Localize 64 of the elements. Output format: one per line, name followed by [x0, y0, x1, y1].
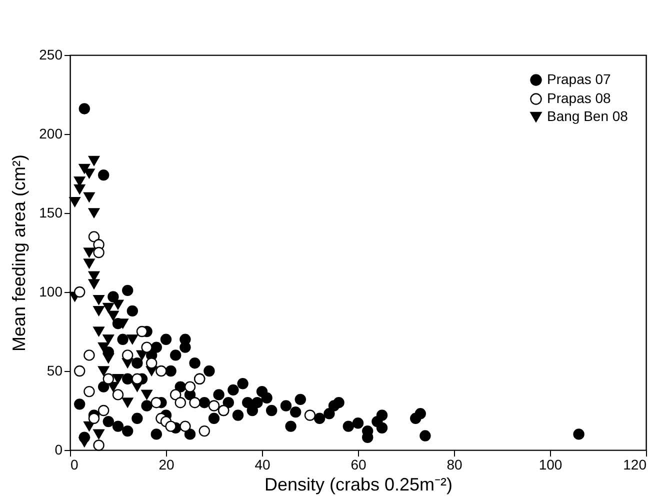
- point: [84, 350, 95, 361]
- point: [102, 334, 114, 344]
- point: [102, 302, 114, 313]
- legend-label: Prapas 08: [547, 90, 612, 106]
- point: [141, 390, 152, 400]
- point: [88, 208, 100, 218]
- point: [156, 365, 167, 377]
- point: [198, 425, 210, 437]
- x-tick-label: 100: [538, 456, 562, 472]
- point: [74, 365, 86, 377]
- y-tick-label: 200: [39, 126, 63, 142]
- x-tick-label: 0: [70, 456, 78, 472]
- y-tick-label: 250: [39, 46, 63, 62]
- point: [165, 420, 176, 432]
- point: [132, 373, 143, 384]
- y-tick-label: 50: [46, 362, 63, 378]
- point: [98, 342, 110, 352]
- point: [84, 192, 95, 202]
- point: [93, 306, 104, 316]
- point: [150, 397, 162, 408]
- point: [136, 326, 148, 338]
- point: [84, 386, 95, 398]
- x-tick-label: 40: [254, 456, 270, 472]
- point: [122, 350, 134, 361]
- point: [108, 310, 119, 321]
- x-tick-label: 20: [158, 456, 174, 472]
- point: [84, 258, 95, 268]
- point: [102, 353, 114, 364]
- point: [88, 412, 100, 424]
- point: [93, 294, 104, 305]
- y-tick-label: 100: [39, 284, 63, 300]
- point: [112, 300, 124, 310]
- legend-label: Bang Ben 08: [547, 108, 628, 124]
- point: [174, 397, 186, 408]
- point: [93, 326, 104, 336]
- point: [93, 429, 104, 440]
- x-tick-label: 80: [446, 456, 462, 472]
- y-axis-title: Mean feeding area (cm²): [9, 154, 30, 352]
- point: [102, 373, 114, 384]
- point: [88, 156, 100, 166]
- x-tick-label: 60: [350, 456, 366, 472]
- legend-label: Prapas 07: [547, 71, 612, 87]
- point: [69, 197, 80, 207]
- point: [184, 381, 196, 392]
- point: [88, 279, 100, 290]
- point: [88, 231, 100, 242]
- point: [78, 437, 90, 448]
- point: [208, 400, 220, 412]
- point: [122, 398, 134, 408]
- point: [112, 389, 124, 400]
- point: [126, 334, 138, 344]
- point: [112, 374, 124, 384]
- y-tick-label: 150: [39, 204, 63, 220]
- point: [74, 184, 86, 194]
- point: [93, 246, 104, 258]
- x-axis-title: Density (crabs 0.25m⁻²): [264, 474, 453, 494]
- y-tick-label: 0: [54, 442, 63, 458]
- point: [74, 286, 86, 298]
- x-tick-label: 120: [623, 456, 647, 472]
- point: [84, 248, 95, 258]
- point: [93, 440, 104, 451]
- point: [304, 410, 316, 421]
- point: [98, 404, 110, 416]
- point: [98, 366, 110, 376]
